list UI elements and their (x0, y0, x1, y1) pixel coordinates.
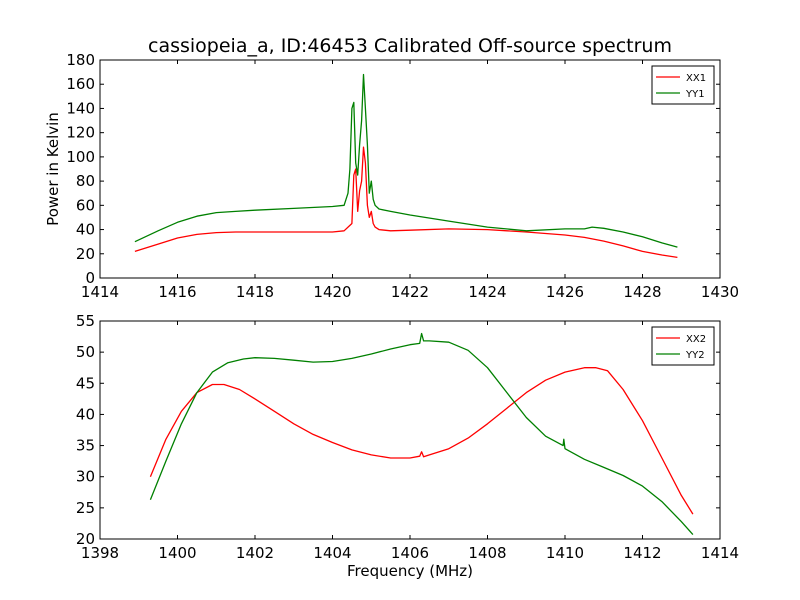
x-tick-label: 1410 (546, 544, 584, 562)
y-tick-label: 180 (66, 51, 95, 69)
series-line-xx1 (134, 146, 678, 259)
y-tick-label: 40 (76, 221, 95, 239)
y-tick-label: 20 (76, 530, 95, 548)
x-tick-label: 1400 (158, 544, 196, 562)
x-tick-label: 1428 (623, 283, 661, 301)
series-line-yy2 (149, 332, 694, 536)
legend-label: YY2 (685, 350, 705, 361)
legend-label: XX1 (686, 73, 706, 84)
x-tick-label: 1420 (313, 283, 351, 301)
x-tick-label: 1404 (313, 544, 351, 562)
y-tick-label: 40 (76, 405, 95, 423)
x-tick-label: 1416 (158, 283, 196, 301)
x-axis-label: Frequency (MHz) (347, 562, 473, 580)
x-tick-label: 1418 (236, 283, 274, 301)
y-tick-label: 120 (66, 124, 95, 142)
x-tick-label: 1430 (701, 283, 739, 301)
y-tick-label: 55 (76, 312, 95, 330)
chart-title: cassiopeia_a, ID:46453 Calibrated Off-so… (148, 35, 672, 57)
y-tick-label: 160 (66, 75, 95, 93)
y-tick-label: 0 (85, 269, 95, 287)
axes-frame (99, 59, 721, 279)
y-tick-label: 50 (76, 343, 95, 361)
y-tick-label: 80 (76, 172, 95, 190)
x-tick-label: 1426 (546, 283, 584, 301)
series-line-yy1 (134, 73, 678, 248)
axes-frame (99, 320, 721, 540)
y-tick-label: 60 (76, 196, 95, 214)
y-tick-label: 30 (76, 468, 95, 486)
y-tick-label: 25 (76, 499, 95, 517)
y-tick-label: 35 (76, 437, 95, 455)
y-tick-label: 20 (76, 245, 95, 263)
x-tick-label: 1398 (81, 544, 119, 562)
x-tick-label: 1414 (81, 283, 119, 301)
x-tick-label: 1414 (701, 544, 739, 562)
x-tick-label: 1402 (236, 544, 274, 562)
y-tick-label: 45 (76, 374, 95, 392)
x-tick-label: 1406 (391, 544, 429, 562)
x-tick-label: 1424 (468, 283, 506, 301)
bottom-chart: 1398 1400 1402 1404 1406 1408 1410 1412 1414 20 25… (76, 312, 739, 580)
y-axis-label: Power in Kelvin (44, 112, 62, 226)
x-tick-label: 1422 (391, 283, 429, 301)
legend-label: YY1 (685, 89, 705, 100)
y-tick-label: 100 (66, 148, 95, 166)
x-tick-label: 1412 (623, 544, 661, 562)
legend-label: XX2 (686, 334, 706, 345)
series-line-xx2 (149, 367, 694, 515)
top-chart: 1414 1416 1418 1420 1422 1424 1426 1428 1430 0 20 4… (44, 35, 739, 301)
y-tick-label: 140 (66, 99, 95, 117)
x-tick-label: 1408 (468, 544, 506, 562)
